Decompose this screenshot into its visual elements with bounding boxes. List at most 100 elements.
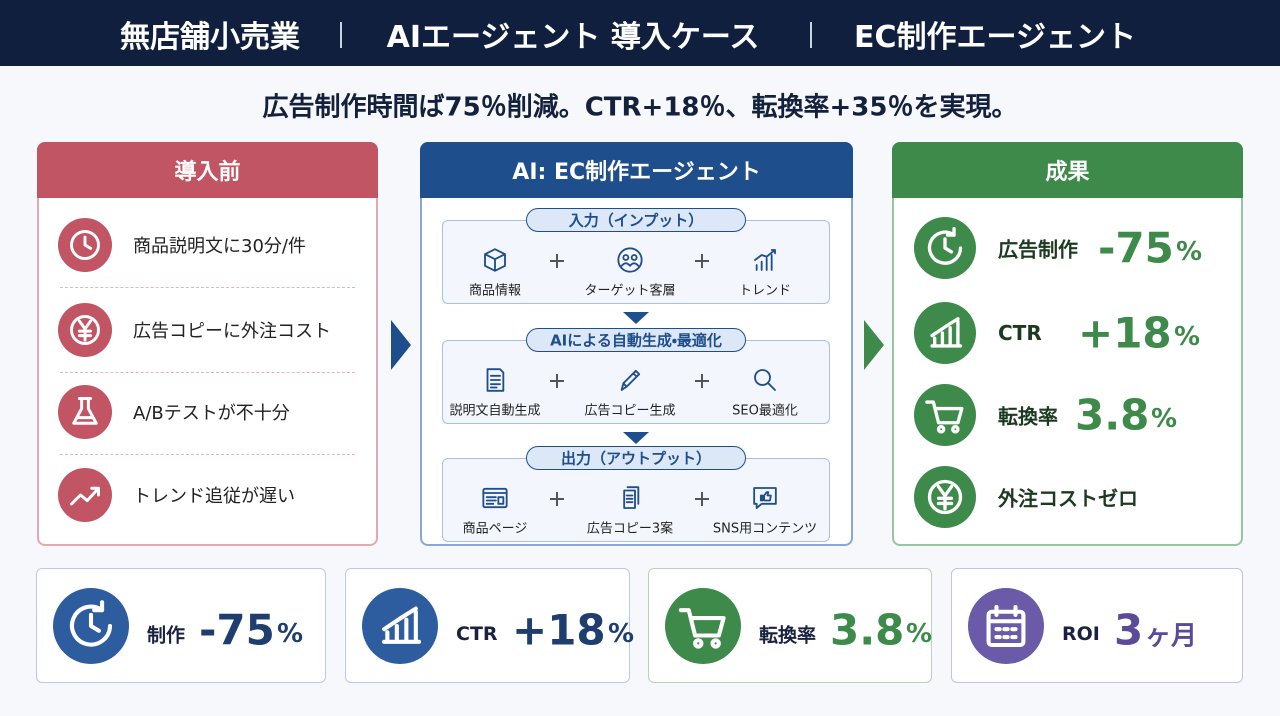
result-label: 転換率 — [998, 404, 1058, 429]
plus — [695, 374, 709, 388]
kpi-label: ROI — [1062, 623, 1100, 645]
stage-box — [442, 220, 830, 304]
kpi-unit: % — [608, 619, 635, 649]
arrow-shape — [864, 320, 884, 370]
icon-shape — [482, 492, 508, 505]
icon-shape — [968, 588, 1044, 664]
icon — [58, 468, 112, 522]
header-divider — [340, 22, 342, 48]
icon — [58, 303, 112, 357]
icon-shape — [630, 254, 638, 261]
icon-shape — [936, 424, 946, 434]
icon-shape — [623, 486, 640, 509]
result-unit: % — [1174, 322, 1201, 352]
icon-shape — [951, 424, 960, 434]
icon-shape — [710, 638, 721, 649]
down-arrow — [623, 432, 649, 444]
stage-pill — [526, 446, 746, 470]
kpi-value: 3.8 — [830, 605, 905, 655]
icon-shape — [678, 608, 726, 638]
result-value: -75 — [1098, 223, 1174, 273]
icon — [362, 588, 438, 664]
icon-shape — [72, 397, 98, 425]
icon-shape — [927, 226, 963, 265]
separator — [60, 287, 355, 288]
stage-pill — [526, 328, 746, 352]
plus — [550, 492, 564, 506]
header-divider — [810, 22, 812, 48]
result-unit: % — [1151, 404, 1178, 434]
icon-shape — [930, 317, 963, 348]
header-segment: AIエージェント 導入ケース — [386, 20, 760, 55]
kpi-unit: % — [906, 619, 933, 649]
before-item: 広告コピーに外注コスト — [133, 321, 331, 342]
icon-shape — [622, 254, 630, 261]
icon-shape — [83, 235, 93, 250]
separator — [60, 372, 355, 373]
icon-shape — [665, 588, 741, 664]
result-unit: % — [1176, 237, 1203, 267]
result-label: 広告制作 — [998, 237, 1078, 262]
kpi-unit: % — [277, 619, 304, 649]
panel-title: 成果 — [1045, 160, 1090, 185]
subtitle: 広告制作時間ば75％削減。CTR+18％、転換率+35％を実現。 — [262, 92, 1018, 123]
stage-item: トレンド — [738, 283, 792, 299]
result-value: +18 — [1078, 308, 1172, 358]
icon-shape — [482, 487, 508, 509]
icon-shape — [486, 368, 505, 392]
stage-item: 商品情報 — [468, 283, 522, 299]
icon — [914, 217, 976, 279]
icon-shape — [767, 382, 776, 391]
icon — [968, 588, 1044, 664]
kpi-label: CTR — [456, 623, 498, 645]
header-segment: EC制作エージェント — [854, 20, 1136, 55]
icon — [58, 218, 112, 272]
plus-shape — [550, 374, 564, 388]
icon-shape — [77, 319, 93, 342]
icon — [753, 487, 777, 509]
kpi-label: 制作 — [147, 624, 186, 647]
icon — [665, 588, 741, 664]
arrow-shape — [391, 320, 411, 370]
icon-shape — [88, 612, 101, 633]
icon-shape — [58, 468, 112, 522]
stage-item: SNS用コンテンツ — [712, 521, 818, 537]
icon-shape — [70, 600, 113, 647]
icon-shape — [753, 487, 777, 509]
icon — [484, 248, 506, 272]
stage-title: AIによる自動生成・最適化 — [550, 331, 722, 350]
panel-title: 導入前 — [174, 160, 241, 185]
icon-shape — [620, 369, 641, 391]
separator — [60, 454, 355, 455]
plus — [550, 374, 564, 388]
plus-shape — [695, 492, 709, 506]
stage-box — [442, 340, 830, 424]
panel-header — [37, 142, 378, 198]
icon-shape — [382, 606, 422, 644]
icon-shape — [754, 369, 771, 386]
panel-title: AI: EC制作エージェント — [512, 160, 761, 185]
stage-item: 説明文自動生成 — [449, 403, 541, 419]
arrow-shape — [623, 312, 649, 324]
before-item: 商品説明文に30分/件 — [133, 236, 306, 257]
icon-shape — [914, 302, 976, 364]
icon-shape — [58, 385, 112, 439]
icon-shape — [914, 384, 976, 446]
icon — [914, 384, 976, 446]
icon — [486, 368, 505, 392]
icon-shape — [70, 315, 100, 345]
result-label: 外注コストゼロ — [998, 486, 1138, 511]
icon — [617, 247, 643, 273]
icon — [58, 385, 112, 439]
stage-item: ターゲット客層 — [584, 283, 676, 299]
icon — [482, 487, 508, 509]
icon-shape — [617, 247, 643, 273]
plus-shape — [695, 374, 709, 388]
stage-pill — [526, 208, 746, 232]
plus-shape — [695, 254, 709, 268]
stage-item: 広告コピー3案 — [586, 521, 674, 537]
panel-header — [420, 142, 853, 198]
icon — [53, 588, 129, 664]
icon-shape — [362, 588, 438, 664]
